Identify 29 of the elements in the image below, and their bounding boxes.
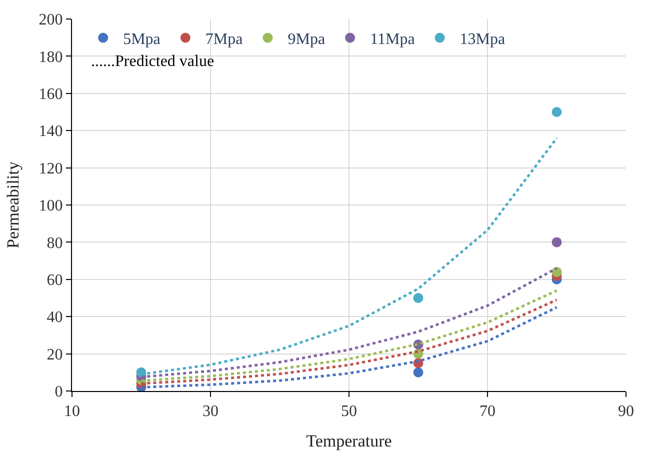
y-tick-label: 60 xyxy=(46,272,63,289)
point xyxy=(552,107,562,117)
legend-label: 13Mpa xyxy=(460,31,506,48)
y-tick-label: 180 xyxy=(38,48,63,66)
x-tick-label: 70 xyxy=(480,403,496,420)
y-tick-label: 40 xyxy=(46,309,63,326)
annotation: ......Predicted value xyxy=(91,53,214,70)
y-tick-label: 0 xyxy=(54,384,63,401)
x-tick-label: 30 xyxy=(202,403,218,420)
point xyxy=(413,367,424,378)
y-tick-label: 20 xyxy=(46,346,63,364)
point xyxy=(413,293,424,303)
legend-label: 11Mpa xyxy=(370,31,415,48)
x-tick-label: 50 xyxy=(341,403,357,420)
point xyxy=(552,237,562,248)
y-tick-label: 100 xyxy=(38,198,63,215)
y-tick-label: 200 xyxy=(38,12,63,29)
legend-label: 9Mpa xyxy=(288,31,326,48)
legend-label: 7Mpa xyxy=(205,31,243,48)
y-tick-label: 80 xyxy=(46,234,63,252)
x-tick-label: 90 xyxy=(618,403,634,420)
x-axis-title: Temperature xyxy=(306,432,392,451)
y-axis-title: Permeability xyxy=(3,161,22,248)
y-tick-label: 120 xyxy=(38,160,63,178)
y-tick-label: 140 xyxy=(38,123,63,140)
x-tick-label: 10 xyxy=(64,403,80,420)
y-tick-label: 160 xyxy=(38,86,63,103)
point xyxy=(552,266,562,277)
legend-label: 5Mpa xyxy=(123,31,160,48)
